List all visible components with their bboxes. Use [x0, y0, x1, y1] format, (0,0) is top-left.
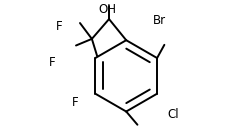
- Text: F: F: [55, 21, 62, 33]
- Text: OH: OH: [98, 3, 116, 16]
- Text: F: F: [72, 96, 78, 109]
- Text: Br: Br: [153, 14, 166, 27]
- Text: F: F: [49, 56, 55, 69]
- Text: Cl: Cl: [167, 108, 179, 121]
